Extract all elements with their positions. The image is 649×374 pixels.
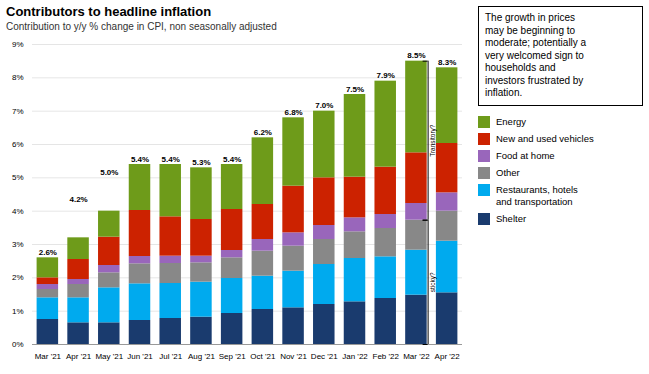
svg-text:Sep '21: Sep '21 xyxy=(219,352,246,361)
svg-text:7.5%: 7.5% xyxy=(346,85,364,94)
svg-text:Apr '21: Apr '21 xyxy=(66,352,92,361)
svg-text:4.2%: 4.2% xyxy=(69,195,87,204)
svg-text:7.9%: 7.9% xyxy=(377,71,395,80)
svg-text:5.3%: 5.3% xyxy=(192,158,210,167)
svg-text:0%: 0% xyxy=(12,340,24,349)
svg-text:Jan '22: Jan '22 xyxy=(342,352,368,361)
svg-text:4%: 4% xyxy=(12,207,24,216)
svg-text:8.5%: 8.5% xyxy=(407,51,425,60)
svg-text:Transitory?: Transitory? xyxy=(429,124,437,157)
svg-text:1%: 1% xyxy=(12,307,24,316)
svg-text:Oct '21: Oct '21 xyxy=(250,352,276,361)
svg-text:Jun '21: Jun '21 xyxy=(127,352,153,361)
svg-text:6.8%: 6.8% xyxy=(284,108,302,117)
html-text:Shelter: Shelter xyxy=(496,212,527,224)
svg-text:9%: 9% xyxy=(12,40,24,49)
svg-text:Nov '21: Nov '21 xyxy=(280,352,307,361)
html-text:Contribution to y/y % change i: Contribution to y/y % change in CPI, non… xyxy=(6,21,277,32)
svg-text:7.0%: 7.0% xyxy=(315,101,333,110)
svg-text:8.3%: 8.3% xyxy=(438,58,456,67)
svg-text:5.4%: 5.4% xyxy=(131,155,149,164)
html-text:Other: Other xyxy=(496,166,520,178)
html-text:Restaurants, hotels and transp: Restaurants, hotels and transportation xyxy=(496,183,578,207)
svg-text:Apr '22: Apr '22 xyxy=(435,352,461,361)
svg-text:6%: 6% xyxy=(12,140,24,149)
html-text:Food at home: Food at home xyxy=(496,149,555,161)
svg-text:2%: 2% xyxy=(12,273,24,282)
svg-text:Feb '22: Feb '22 xyxy=(372,352,399,361)
svg-text:May '21: May '21 xyxy=(95,352,123,361)
svg-text:Mar '21: Mar '21 xyxy=(35,352,62,361)
svg-text:5.4%: 5.4% xyxy=(162,155,180,164)
svg-text:sticky?: sticky? xyxy=(429,272,437,292)
svg-text:Mar '22: Mar '22 xyxy=(403,352,430,361)
html-text:New and used vehicles: New and used vehicles xyxy=(496,132,594,144)
html-text:The growth in prices may be be: The growth in prices may be beginning to… xyxy=(485,12,587,98)
svg-text:8%: 8% xyxy=(12,73,24,82)
svg-text:7%: 7% xyxy=(12,107,24,116)
html-text:Contributors to headline infla: Contributors to headline inflation xyxy=(6,4,212,19)
svg-text:6.2%: 6.2% xyxy=(254,128,272,137)
svg-text:2.6%: 2.6% xyxy=(39,248,57,257)
svg-text:Aug '21: Aug '21 xyxy=(188,352,215,361)
html-text:Energy: Energy xyxy=(496,115,527,127)
svg-text:5%: 5% xyxy=(12,173,24,182)
svg-text:3%: 3% xyxy=(12,240,24,249)
svg-text:Jul '21: Jul '21 xyxy=(159,352,182,361)
svg-text:5.4%: 5.4% xyxy=(223,155,241,164)
svg-text:5.0%: 5.0% xyxy=(100,168,118,177)
svg-text:Dec '21: Dec '21 xyxy=(311,352,338,361)
